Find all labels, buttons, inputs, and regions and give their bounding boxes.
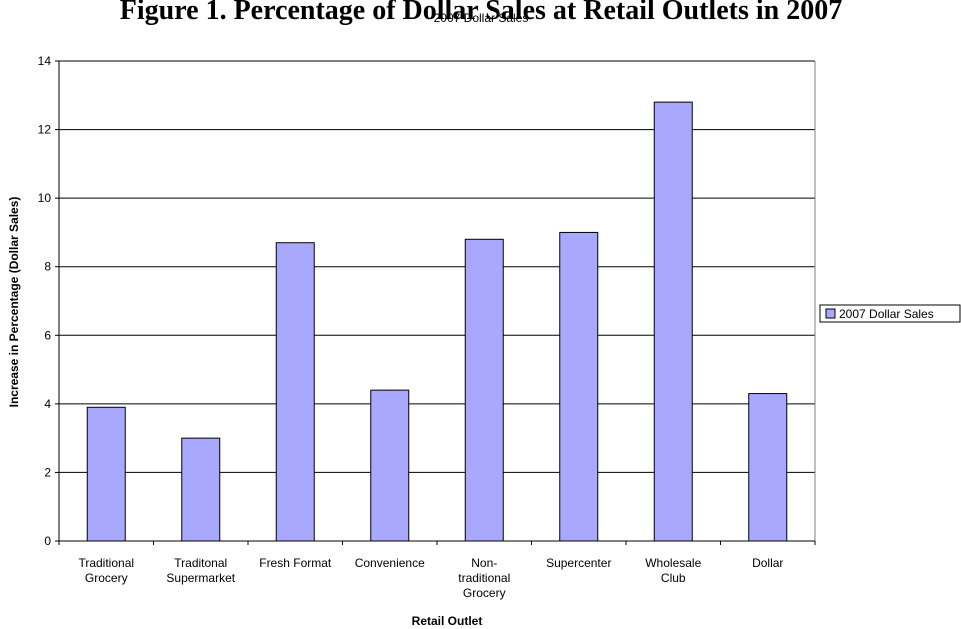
y-tick-label: 10 bbox=[38, 191, 52, 205]
x-tick-label-line: traditional bbox=[458, 571, 510, 585]
x-tick-label-line: Traditional bbox=[78, 556, 134, 570]
x-tick-label: Traditonal Supermarket bbox=[166, 556, 235, 585]
x-tick-label: Non-traditional Grocery bbox=[458, 556, 510, 600]
axes bbox=[55, 60, 816, 545]
x-tick-label-line: Fresh Format bbox=[259, 556, 332, 570]
figure-heading: Figure 1. Percentage of Dollar Sales at … bbox=[120, 0, 842, 26]
x-tick-label-line: Wholesale bbox=[645, 556, 701, 570]
y-tick-label: 6 bbox=[44, 328, 51, 342]
x-tick-label: Supercenter bbox=[546, 556, 611, 570]
legend: 2007 Dollar Sales bbox=[819, 304, 961, 323]
bar bbox=[653, 101, 693, 542]
y-tick-label: 0 bbox=[44, 534, 51, 548]
x-tick-label-line: Supercenter bbox=[546, 556, 611, 570]
legend-box bbox=[819, 304, 961, 323]
x-tick-label: Dollar bbox=[752, 556, 783, 570]
y-tick-label: 4 bbox=[44, 397, 51, 411]
x-tick-label-line: Club bbox=[661, 571, 686, 585]
bar bbox=[181, 437, 221, 542]
x-tick-label-line: Traditonal bbox=[174, 556, 227, 570]
bar bbox=[275, 242, 315, 542]
y-axis-title: Increase in Percentage (Dollar Sales) bbox=[7, 197, 21, 408]
x-tick-label-line: Grocery bbox=[463, 586, 506, 600]
x-axis-title: Retail Outlet bbox=[412, 614, 483, 628]
bar bbox=[748, 393, 788, 542]
x-tick-label: Convenience bbox=[355, 556, 425, 570]
y-tick-label: 2 bbox=[44, 465, 51, 479]
x-tick-label-line: Grocery bbox=[85, 571, 128, 585]
x-tick-label: Fresh Format bbox=[259, 556, 332, 570]
bar bbox=[559, 231, 599, 542]
bar bbox=[370, 389, 410, 542]
bars bbox=[86, 101, 788, 542]
x-tick-label-line: Supermarket bbox=[166, 571, 235, 585]
y-tick-labels: 0 2 4 6 8 10 12 14 bbox=[38, 54, 52, 548]
x-tick-label: Traditional Grocery bbox=[78, 556, 134, 585]
y-tick-label: 14 bbox=[38, 54, 52, 68]
legend-label: 2007 Dollar Sales bbox=[839, 307, 934, 321]
grid-lines bbox=[59, 60, 815, 473]
legend-swatch bbox=[825, 308, 836, 319]
x-tick-label-line: Non- bbox=[471, 556, 497, 570]
bar bbox=[86, 406, 126, 542]
x-tick-label: Wholesale Club bbox=[645, 556, 701, 585]
y-tick-label: 12 bbox=[38, 123, 52, 137]
y-tick-label: 8 bbox=[44, 260, 51, 274]
chart-title: 2007 Dollar Sales bbox=[434, 11, 529, 25]
x-tick-label-line: Dollar bbox=[752, 556, 783, 570]
x-tick-label-line: Convenience bbox=[355, 556, 425, 570]
bar bbox=[464, 238, 504, 542]
